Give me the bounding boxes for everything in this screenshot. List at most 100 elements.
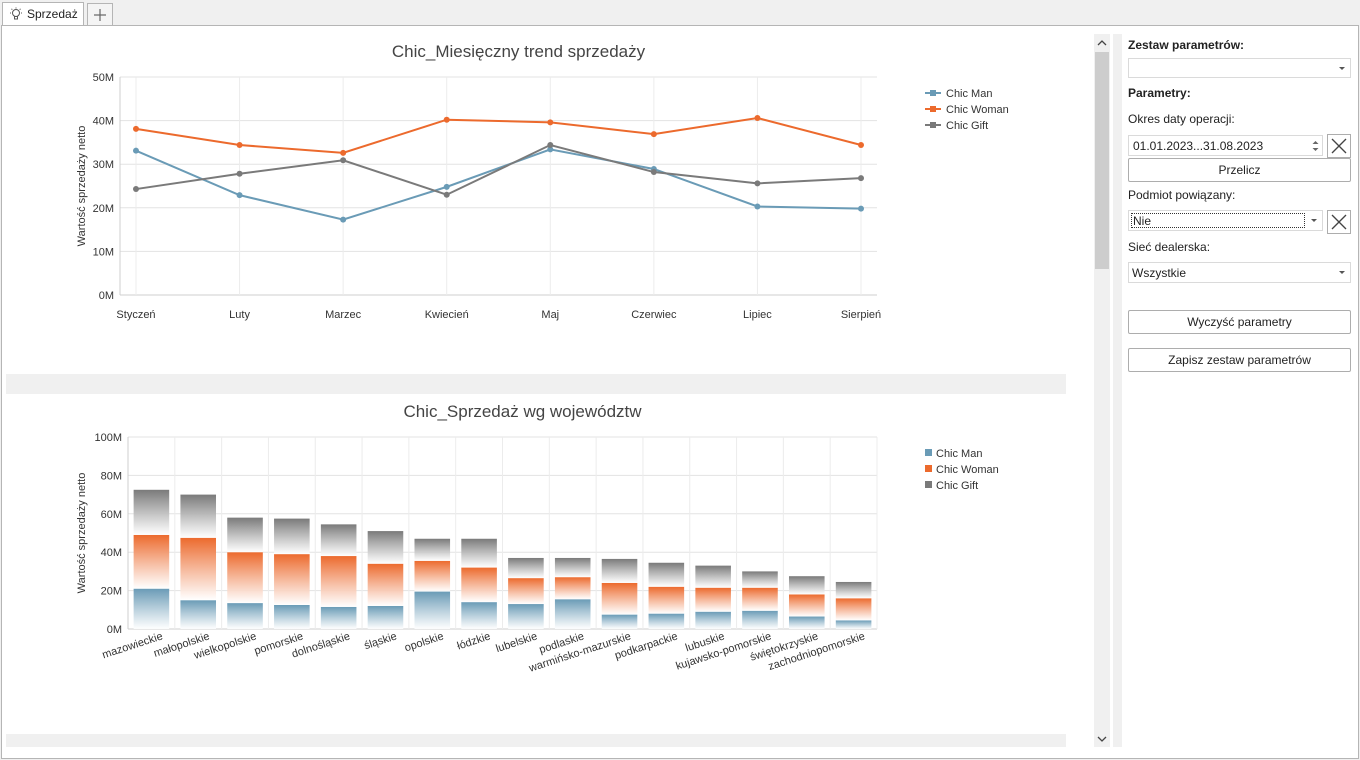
bar-segment (554, 599, 591, 629)
y-tick-label: 10M (93, 246, 114, 258)
y-axis-label: Wartość sprzedaży netto (76, 473, 88, 594)
chart-title: Chic_Miesięczny trend sprzedaży (392, 42, 646, 61)
parameter-set-dropdown[interactable] (1128, 58, 1351, 78)
x-tick-label: Styczeń (116, 309, 155, 321)
y-tick-label: 20M (93, 203, 114, 215)
data-point (858, 142, 864, 149)
bar-segment (601, 614, 638, 629)
bar-segment (788, 576, 825, 595)
data-point (754, 203, 761, 210)
related-entity-label: Podmiot powiązany: (1128, 188, 1236, 202)
legend-label: Chic Gift (936, 480, 978, 492)
data-point (547, 142, 554, 149)
bar-segment (227, 552, 263, 604)
y-tick-label: 0M (99, 290, 114, 302)
scroll-down-arrow[interactable] (1094, 731, 1110, 747)
clear-date-button[interactable] (1327, 134, 1351, 158)
date-range-label: Okres daty operacji: (1128, 112, 1235, 126)
scroll-up-arrow[interactable] (1094, 35, 1110, 51)
spinner-icon[interactable] (1312, 139, 1319, 153)
bar-segment (133, 489, 170, 535)
bar-segment (601, 582, 638, 615)
data-point (547, 146, 554, 153)
bar-segment (414, 560, 451, 592)
bar-segment (227, 603, 263, 629)
bar-segment (461, 602, 497, 629)
bar-segment (414, 538, 451, 561)
panel-divider[interactable] (1113, 34, 1122, 747)
bar-segment (367, 563, 404, 606)
bar-segment (742, 571, 778, 588)
bar-segment (601, 558, 638, 583)
scroll-thumb[interactable] (1095, 52, 1109, 269)
clear-related-button[interactable] (1327, 210, 1351, 234)
legend-swatch (925, 449, 932, 456)
series-line (135, 143, 862, 196)
data-point (754, 180, 761, 187)
data-point (650, 131, 657, 138)
dealer-network-dropdown[interactable]: Wszystkie (1128, 262, 1351, 283)
data-point (754, 114, 761, 121)
focus-rect (1131, 213, 1305, 228)
chart-title: Chic_Sprzedaż wg województw (403, 402, 642, 421)
related-entity-dropdown[interactable]: Nie (1128, 210, 1323, 231)
x-tick-label: Lipiec (743, 309, 772, 321)
series-line (135, 148, 862, 221)
add-tab-button[interactable] (87, 3, 113, 25)
x-tick-label: śląskie (363, 630, 399, 652)
close-icon (1331, 138, 1347, 154)
y-tick-label: 0M (107, 624, 122, 636)
bar-segment (367, 605, 404, 629)
data-point (236, 192, 243, 199)
bar-segment (742, 610, 778, 629)
tab-bar: Sprzedaż (0, 0, 1360, 25)
legend-label: Chic Woman (936, 464, 999, 476)
y-tick-label: 60M (101, 509, 122, 521)
bar-segment (180, 494, 217, 538)
dropdown-arrow-icon (1339, 67, 1345, 70)
series-line (135, 116, 862, 154)
y-tick-label: 40M (101, 547, 122, 559)
clear-parameters-button[interactable]: Wyczyść parametry (1128, 310, 1351, 334)
bar-segment (788, 616, 825, 629)
bar-segment (835, 620, 872, 629)
data-point (858, 205, 864, 212)
line-chart-panel: Chic_Miesięczny trend sprzedaży 0M 10M 20M 3… (6, 34, 1066, 374)
x-tick-label: Kwiecień (425, 309, 469, 321)
date-range-input[interactable]: 01.01.2023...31.08.2023 (1128, 135, 1323, 156)
recalculate-button[interactable]: Przelicz (1128, 158, 1351, 182)
legend-marker (930, 106, 936, 112)
bar-segment (648, 586, 685, 614)
bar-segment (742, 587, 778, 611)
bar-segment (180, 600, 217, 629)
x-tick-label: Luty (229, 309, 250, 321)
data-point (133, 186, 139, 193)
bar-segment (835, 598, 872, 621)
bar-segment (133, 588, 170, 629)
data-point (443, 116, 450, 123)
x-tick-label: opolskie (403, 630, 445, 654)
data-point (133, 147, 139, 154)
close-icon (1331, 214, 1347, 230)
bar-segment (695, 587, 731, 612)
bar-segment (788, 594, 825, 617)
data-point (858, 175, 864, 182)
plus-icon (94, 8, 106, 21)
legend-marker (930, 122, 936, 128)
data-point (340, 149, 347, 156)
data-point (443, 191, 450, 198)
save-parameter-set-button[interactable]: Zapisz zestaw parametrów (1128, 348, 1351, 372)
y-tick-label: 50M (93, 72, 114, 84)
bar-segment (320, 556, 357, 607)
parameters-heading: Parametry: (1128, 86, 1191, 100)
chart-separator-bottom (6, 734, 1066, 747)
bar-segment (461, 538, 497, 568)
bar-segment (320, 524, 357, 557)
bar-segment (508, 604, 544, 629)
bar-segment (461, 567, 497, 603)
legend-label: Chic Man (936, 448, 982, 460)
bar-segment (508, 557, 544, 579)
data-point (236, 170, 243, 177)
tab-sprzedaz[interactable]: Sprzedaż (2, 2, 84, 25)
y-axis-label: Wartość sprzedaży netto (76, 126, 88, 247)
